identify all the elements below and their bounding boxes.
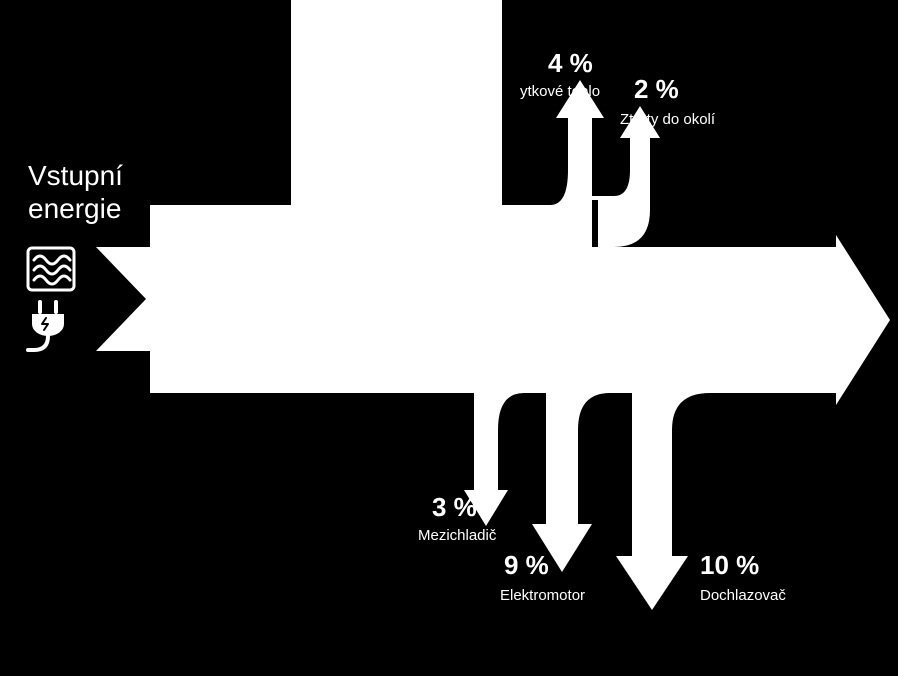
- input-title-line1: Vstupní: [28, 160, 123, 191]
- down2-label: Elektromotor: [500, 587, 585, 604]
- down3-percent: 10 %: [700, 550, 759, 580]
- input-title-line2: energie: [28, 193, 121, 224]
- down1-label: Mezichladič: [418, 527, 497, 544]
- plug-icon: [28, 302, 64, 350]
- heat-icon: [28, 248, 74, 290]
- down1-percent: 3 %: [432, 492, 477, 522]
- up1-percent: 4 %: [548, 48, 593, 78]
- up2-label: Ztráty do okolí: [620, 111, 716, 128]
- down2-percent: 9 %: [504, 550, 549, 580]
- down3-label: Dochlazovač: [700, 587, 786, 604]
- sankey-diagram: Vstupní energie 4 % ytkové teplo 2 % Ztr…: [0, 0, 898, 676]
- up2-percent: 2 %: [634, 74, 679, 104]
- up1-label: ytkové teplo: [520, 83, 600, 100]
- sankey-body: [96, 0, 890, 610]
